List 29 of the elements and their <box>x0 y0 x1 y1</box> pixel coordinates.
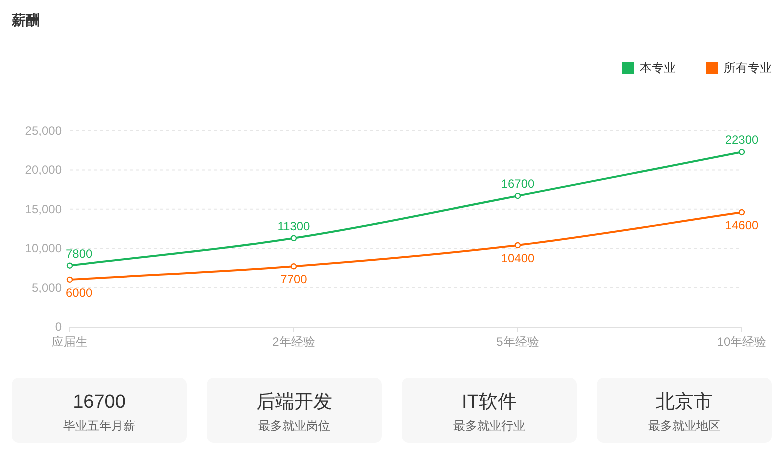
y-tick-label: 15,000 <box>25 202 62 216</box>
card-value: 16700 <box>73 392 126 413</box>
data-label: 16700 <box>501 177 535 192</box>
y-tick-label: 25,000 <box>25 124 62 138</box>
card-value: 北京市 <box>656 392 713 413</box>
y-tick-label: 0 <box>55 320 62 334</box>
card-value: IT软件 <box>462 392 517 413</box>
y-tick-label: 20,000 <box>25 163 62 178</box>
x-tick-label: 2年经验 <box>272 335 316 349</box>
y-tick-label: 10,000 <box>25 242 62 256</box>
x-tick-label: 5年经验 <box>496 335 540 349</box>
data-label: 7800 <box>66 246 93 261</box>
data-label: 14600 <box>725 218 759 233</box>
data-label: 22300 <box>725 133 759 148</box>
data-label: 6000 <box>66 286 93 300</box>
x-tick-label: 10年经验 <box>717 335 767 349</box>
card-label: 最多就业行业 <box>454 419 526 433</box>
data-label: 10400 <box>501 251 535 266</box>
card-label: 毕业五年月薪 <box>64 419 136 433</box>
y-tick-label: 5,000 <box>32 280 62 295</box>
title: 薪酬 <box>12 12 40 28</box>
legend-label: 所有专业 <box>724 61 772 75</box>
data-label: 7700 <box>280 272 308 287</box>
data-label: 11300 <box>278 219 310 234</box>
card-value: 后端开发 <box>256 392 332 413</box>
card-label: 最多就业岗位 <box>258 419 330 433</box>
legend-label: 本专业 <box>640 61 676 75</box>
x-tick-label: 应届生 <box>52 335 88 349</box>
card-label: 最多就业地区 <box>648 419 720 433</box>
